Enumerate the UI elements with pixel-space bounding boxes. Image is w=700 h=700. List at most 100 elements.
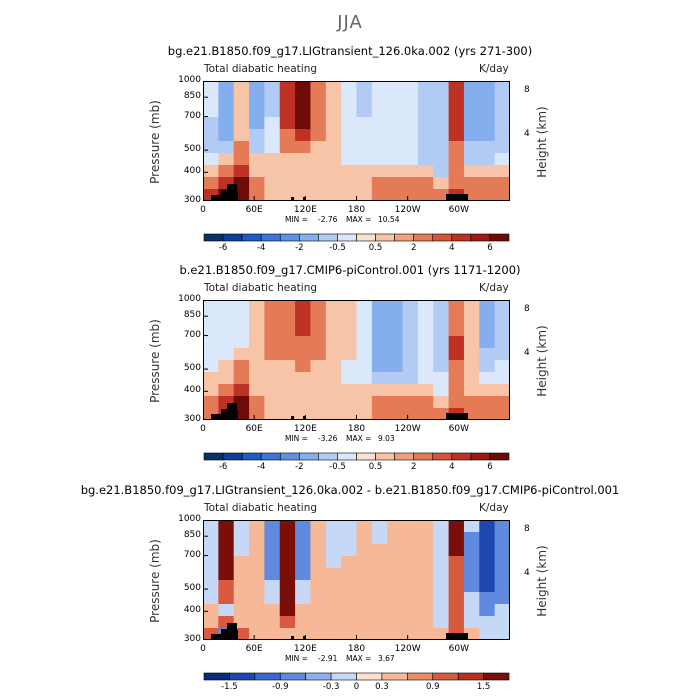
colorbar-swatch bbox=[241, 233, 262, 242]
heatmap-cell bbox=[433, 360, 450, 373]
heatmap-cell bbox=[479, 532, 496, 545]
max-label: MAX = bbox=[346, 654, 372, 663]
y-axis-label: Pressure (mb) bbox=[148, 539, 162, 623]
heatmap-cell bbox=[218, 384, 235, 397]
heatmap-cell bbox=[371, 372, 388, 385]
heatmap-cell bbox=[479, 616, 496, 629]
heatmap-cell bbox=[295, 177, 312, 190]
heatmap-cell bbox=[387, 165, 404, 178]
heatmap-cell bbox=[264, 568, 281, 581]
heatmap-cell bbox=[494, 520, 510, 533]
heatmap-cell bbox=[417, 520, 434, 533]
heatmap-cell bbox=[402, 312, 419, 325]
heatmap-cell bbox=[387, 324, 404, 337]
heatmap-cell bbox=[448, 93, 465, 106]
heatmap-cell bbox=[371, 312, 388, 325]
heatmap-cell bbox=[448, 153, 465, 166]
right-axis-label: Height (km) bbox=[535, 106, 549, 178]
heatmap-cell bbox=[463, 117, 480, 130]
heatmap-cell bbox=[341, 628, 358, 640]
heatmap-cell bbox=[356, 628, 373, 640]
heatmap-cell bbox=[341, 348, 358, 361]
heatmap-cell bbox=[325, 165, 342, 178]
heatmap-cell bbox=[295, 568, 312, 581]
heatmap-cell bbox=[387, 336, 404, 349]
heatmap-cell bbox=[233, 360, 250, 373]
heatmap-cell bbox=[310, 117, 327, 130]
heatmap-cell bbox=[233, 348, 250, 361]
heatmap-cell bbox=[279, 141, 296, 154]
heatmap-cell bbox=[463, 604, 480, 617]
heatmap-cell bbox=[463, 324, 480, 337]
colorbar-swatch bbox=[489, 452, 510, 461]
heatmap-cell bbox=[479, 408, 496, 420]
heatmap-cell bbox=[448, 336, 465, 349]
heatmap-cell bbox=[325, 348, 342, 361]
heatmap-cell bbox=[387, 408, 404, 420]
colorbar-swatch bbox=[318, 233, 338, 242]
heatmap-cell bbox=[295, 93, 312, 106]
max-value: 3.67 bbox=[378, 654, 395, 663]
heatmap-cell bbox=[249, 93, 265, 106]
heatmap-cell bbox=[463, 592, 480, 605]
heatmap-cell bbox=[295, 556, 312, 569]
heatmap-cell bbox=[356, 592, 373, 605]
heatmap-cell bbox=[356, 117, 373, 130]
heatmap-cell bbox=[433, 312, 450, 325]
heatmap-cell bbox=[279, 177, 296, 190]
heatmap-cell bbox=[325, 544, 342, 557]
x-tick-label: 60W bbox=[448, 205, 469, 215]
heatmap-cell bbox=[463, 396, 480, 409]
colorbar-swatch bbox=[483, 672, 510, 681]
heatmap-cell bbox=[356, 544, 373, 557]
heatmap-cell bbox=[371, 177, 388, 190]
heatmap-cell bbox=[264, 520, 281, 533]
heatmap-cell bbox=[279, 616, 296, 629]
heatmap-cell bbox=[203, 544, 219, 557]
heatmap-cell bbox=[494, 568, 510, 581]
heatmap-cell bbox=[203, 348, 219, 361]
heatmap-cell bbox=[387, 348, 404, 361]
heatmap-cell bbox=[479, 568, 496, 581]
heatmap-cell bbox=[479, 177, 496, 190]
heatmap-cell bbox=[264, 372, 281, 385]
heatmap-cell bbox=[341, 580, 358, 593]
heatmap-cell bbox=[479, 360, 496, 373]
heatmap-cell bbox=[264, 81, 281, 94]
heatmap-cell bbox=[279, 165, 296, 178]
heatmap-cell bbox=[387, 544, 404, 557]
heatmap-cell bbox=[479, 324, 496, 337]
heatmap-cell bbox=[387, 384, 404, 397]
heatmap-cell bbox=[310, 628, 327, 640]
max-label: MAX = bbox=[346, 434, 372, 443]
heatmap-cell bbox=[417, 580, 434, 593]
min-value: -2.91 bbox=[318, 654, 338, 663]
colorbar-label: -2 bbox=[295, 462, 304, 472]
heatmap-cell bbox=[233, 384, 250, 397]
heatmap-cell bbox=[310, 300, 327, 313]
heatmap-cell bbox=[264, 312, 281, 325]
y-tick-label: 700 bbox=[183, 549, 201, 560]
heatmap-cell bbox=[387, 177, 404, 190]
heatmap-cell bbox=[387, 592, 404, 605]
heatmap-cell bbox=[463, 520, 480, 533]
heatmap-cell bbox=[295, 105, 312, 118]
heatmap-cell bbox=[402, 105, 419, 118]
heatmap-cell bbox=[417, 628, 434, 640]
heatmap-cell bbox=[341, 532, 358, 545]
heatmap-cell bbox=[479, 544, 496, 557]
heatmap-cell bbox=[310, 408, 327, 420]
colorbar-swatch bbox=[337, 452, 357, 461]
heatmap-cell bbox=[371, 300, 388, 313]
heatmap-cell bbox=[295, 396, 312, 409]
heatmap-cell bbox=[233, 300, 250, 313]
heatmap-cell bbox=[203, 384, 219, 397]
heatmap-cell bbox=[448, 384, 465, 397]
heatmap-cell bbox=[433, 628, 450, 640]
right-tick-label: 4 bbox=[524, 129, 530, 139]
heatmap-cell bbox=[233, 165, 250, 178]
colorbar-label: -6 bbox=[218, 243, 228, 253]
colorbar-label: -2 bbox=[295, 243, 304, 253]
heatmap-cell bbox=[433, 568, 450, 581]
